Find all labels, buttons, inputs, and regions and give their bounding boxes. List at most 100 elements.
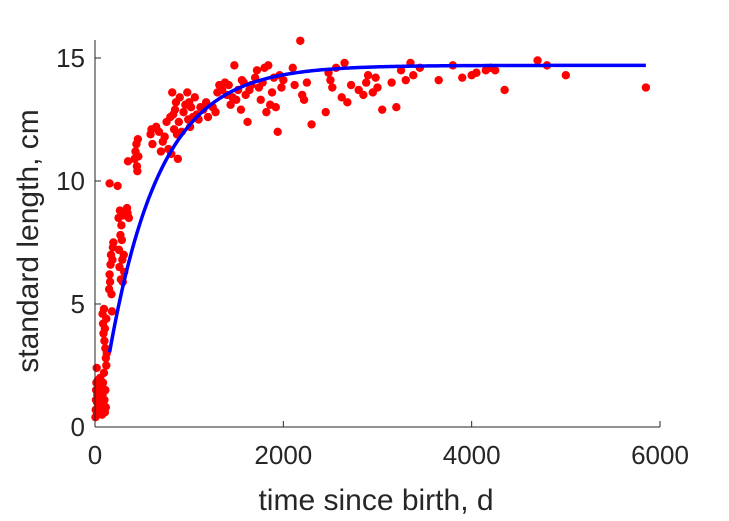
y-tick-label: 0 xyxy=(71,412,85,442)
data-point xyxy=(156,147,166,156)
data-point xyxy=(243,117,252,127)
data-point xyxy=(236,105,246,114)
data-point xyxy=(168,88,177,97)
data-point xyxy=(123,157,133,166)
data-point xyxy=(533,56,542,65)
x-tick-label: 2000 xyxy=(254,440,312,470)
data-point xyxy=(224,80,233,90)
y-tick-label: 15 xyxy=(56,43,85,73)
data-point xyxy=(491,66,500,75)
data-point xyxy=(186,103,196,112)
data-point xyxy=(211,107,220,117)
data-point xyxy=(500,85,509,95)
data-point xyxy=(226,100,235,109)
data-point xyxy=(343,98,352,107)
data-point xyxy=(101,385,110,395)
x-tick-label: 4000 xyxy=(443,440,501,470)
data-point xyxy=(279,75,288,85)
y-axis: 0 5 10 15 xyxy=(56,40,101,442)
data-point xyxy=(359,90,368,100)
data-point xyxy=(174,117,184,127)
x-tick-label: 0 xyxy=(88,440,102,470)
data-point xyxy=(109,238,118,247)
data-point xyxy=(113,181,122,191)
y-tick-label: 10 xyxy=(56,166,85,196)
data-point xyxy=(371,73,380,82)
data-point xyxy=(105,277,115,287)
data-point xyxy=(472,68,481,77)
data-point xyxy=(175,93,184,102)
data-point xyxy=(458,73,467,82)
data-point xyxy=(154,127,164,136)
data-point xyxy=(100,336,109,346)
data-point xyxy=(201,98,211,107)
x-tick-label: 6000 xyxy=(631,440,689,470)
y-axis-label: standard length, cm xyxy=(12,109,45,372)
data-point xyxy=(273,127,282,136)
data-point xyxy=(102,361,111,370)
data-point xyxy=(107,289,116,299)
data-point xyxy=(373,83,382,92)
data-point xyxy=(190,93,200,102)
data-point xyxy=(99,368,109,378)
chart-plot-area xyxy=(91,36,651,422)
data-point xyxy=(641,83,651,92)
data-point xyxy=(160,132,169,141)
data-point xyxy=(299,95,309,105)
data-point xyxy=(252,66,262,75)
data-point xyxy=(101,403,111,412)
data-point xyxy=(102,314,111,323)
data-point xyxy=(148,139,157,149)
data-point xyxy=(434,75,443,85)
data-point xyxy=(105,179,114,188)
x-ticks: 0 2000 4000 6000 xyxy=(88,421,689,470)
data-point xyxy=(92,363,101,373)
data-point xyxy=(337,93,346,102)
data-point xyxy=(256,95,265,105)
data-point xyxy=(170,105,180,114)
data-point xyxy=(119,250,128,259)
data-point xyxy=(401,75,410,85)
data-point xyxy=(321,107,330,117)
y-ticks: 0 5 10 15 xyxy=(56,43,101,442)
data-point xyxy=(264,61,273,70)
data-point xyxy=(302,78,312,87)
x-axis: 0 2000 4000 6000 xyxy=(88,421,689,470)
data-point xyxy=(271,103,280,112)
data-point xyxy=(203,112,213,122)
data-point xyxy=(230,61,239,70)
y-tick-label: 5 xyxy=(71,289,85,319)
data-point xyxy=(232,95,241,105)
data-point xyxy=(378,105,387,114)
data-point xyxy=(277,83,286,92)
data-point xyxy=(183,88,192,97)
data-point xyxy=(117,221,126,230)
data-point xyxy=(326,75,335,85)
data-point xyxy=(296,36,305,45)
data-point xyxy=(108,255,117,264)
data-point xyxy=(99,304,109,314)
data-point xyxy=(262,107,271,117)
data-point xyxy=(117,235,127,245)
x-axis-label: time since birth, d xyxy=(258,484,493,517)
data-point xyxy=(133,166,142,176)
data-point xyxy=(179,107,188,117)
data-point xyxy=(105,270,114,279)
data-point xyxy=(387,78,396,87)
data-point xyxy=(363,71,373,80)
data-point xyxy=(396,66,406,75)
data-point xyxy=(100,324,110,333)
data-point xyxy=(409,71,418,80)
data-point xyxy=(340,58,349,68)
data-point xyxy=(107,307,117,316)
data-point xyxy=(328,83,337,92)
data-point xyxy=(346,80,356,90)
scatter-series xyxy=(91,36,651,422)
data-point xyxy=(307,120,316,129)
data-point xyxy=(98,378,108,387)
data-point xyxy=(133,134,143,144)
data-point xyxy=(290,80,299,90)
fit-curve xyxy=(107,63,646,353)
data-point xyxy=(392,103,401,112)
